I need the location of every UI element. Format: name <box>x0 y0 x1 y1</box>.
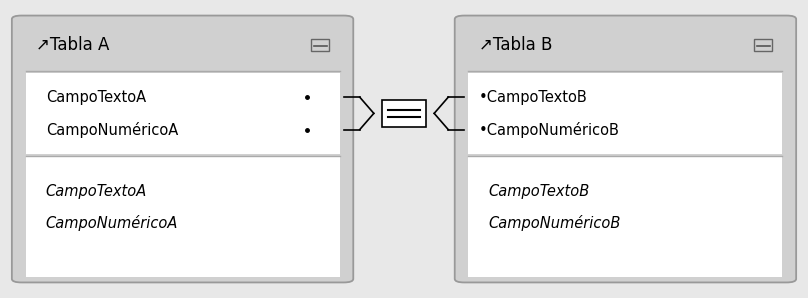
Text: •CampoNuméricoB: •CampoNuméricoB <box>479 122 620 138</box>
Text: CampoNuméricoB: CampoNuméricoB <box>489 215 621 232</box>
Text: CampoNuméricoA: CampoNuméricoA <box>46 122 178 138</box>
Bar <box>311 39 329 51</box>
Text: CampoTextoB: CampoTextoB <box>489 184 590 198</box>
Bar <box>469 72 782 154</box>
FancyBboxPatch shape <box>455 15 796 283</box>
Bar <box>26 156 339 277</box>
Text: ↗Tabla A: ↗Tabla A <box>36 36 109 54</box>
Bar <box>469 156 782 277</box>
Text: CampoNuméricoA: CampoNuméricoA <box>46 215 178 232</box>
Bar <box>26 72 339 154</box>
Bar <box>755 39 772 51</box>
Text: CampoTextoA: CampoTextoA <box>46 90 145 105</box>
Bar <box>382 100 426 127</box>
FancyBboxPatch shape <box>12 15 353 283</box>
Text: ↗Tabla B: ↗Tabla B <box>479 36 552 54</box>
Text: •CampoTextoB: •CampoTextoB <box>479 90 587 105</box>
Text: CampoTextoA: CampoTextoA <box>46 184 147 198</box>
